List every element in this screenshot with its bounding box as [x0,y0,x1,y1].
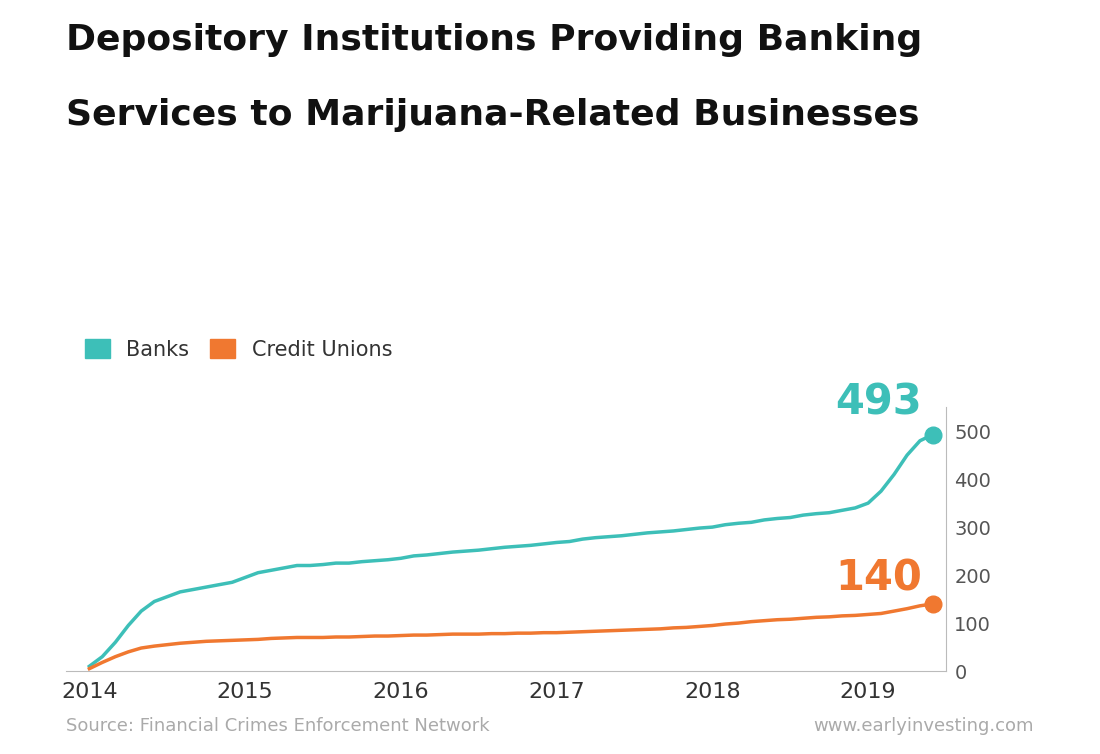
Text: 140: 140 [835,557,922,599]
Text: 493: 493 [835,382,922,424]
Legend: Banks, Credit Unions: Banks, Credit Unions [76,331,400,368]
Text: Depository Institutions Providing Banking: Depository Institutions Providing Bankin… [66,23,922,57]
Text: Source: Financial Crimes Enforcement Network: Source: Financial Crimes Enforcement Net… [66,717,490,735]
Text: Services to Marijuana-Related Businesses: Services to Marijuana-Related Businesses [66,98,920,132]
Text: www.earlyinvesting.com: www.earlyinvesting.com [814,717,1034,735]
